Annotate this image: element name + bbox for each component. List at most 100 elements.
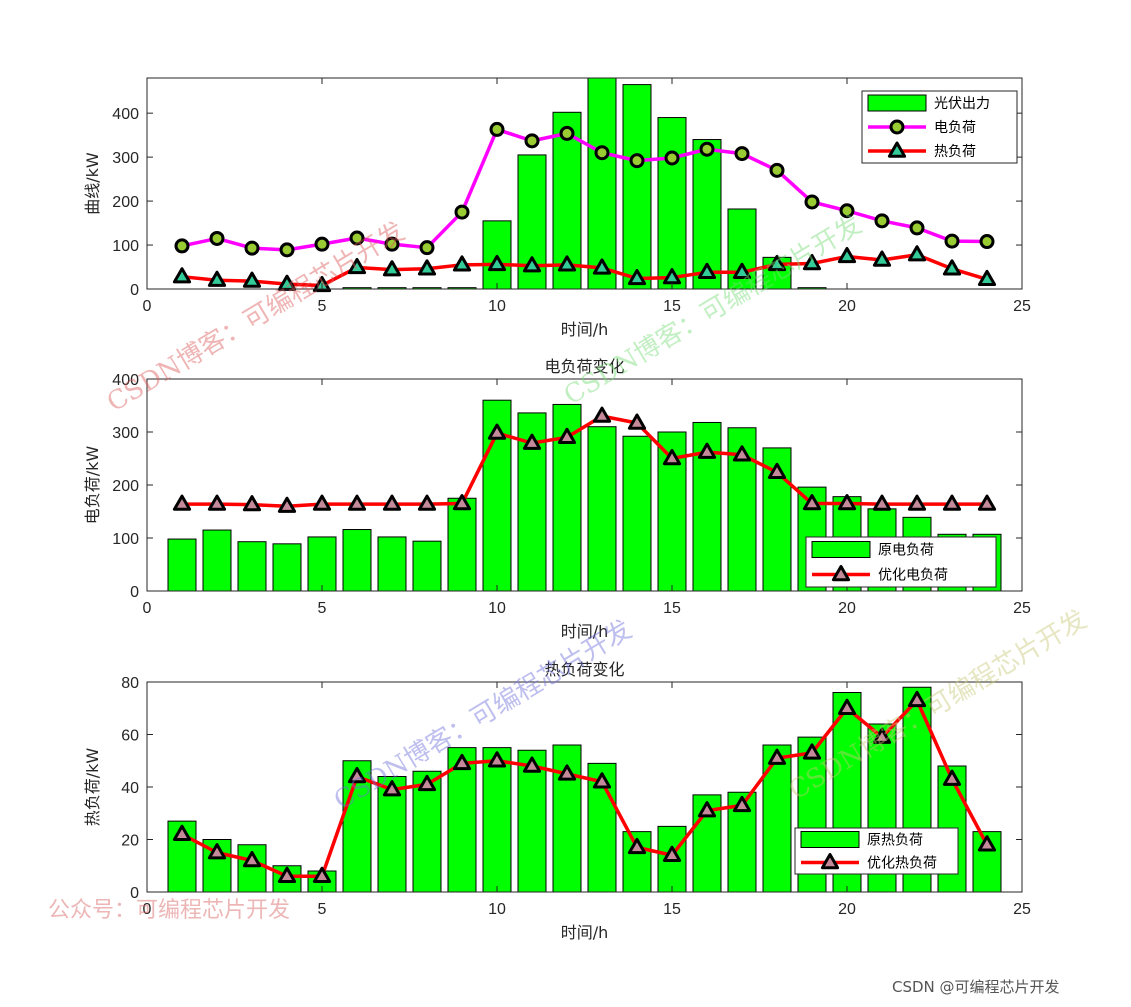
point-1 — [172, 494, 192, 511]
point-9 — [452, 753, 472, 771]
point-19 — [802, 494, 822, 511]
point-14 — [629, 153, 645, 169]
x-tick-label: 5 — [318, 298, 327, 315]
point-13 — [594, 145, 610, 161]
bar-13 — [587, 77, 617, 290]
x-tick-label: 0 — [143, 600, 152, 617]
point-20 — [837, 698, 857, 715]
bar-2 — [202, 529, 232, 592]
legend-label: 优化电负荷 — [878, 568, 948, 584]
x-tick-label: 20 — [838, 600, 856, 617]
x-tick-label: 0 — [143, 901, 152, 918]
legend-marker — [887, 141, 907, 158]
point-7 — [382, 494, 402, 511]
point-20 — [837, 494, 857, 511]
chart-title: 电负荷变化 — [544, 357, 624, 376]
y-tick-label: 100 — [112, 531, 139, 548]
point-12 — [559, 125, 575, 141]
point-5 — [312, 866, 332, 883]
point-22 — [907, 494, 927, 511]
point-24 — [977, 835, 997, 852]
point-18 — [767, 462, 787, 479]
point-18 — [769, 162, 785, 178]
y-tick-label: 400 — [112, 106, 139, 123]
point-10 — [487, 423, 507, 440]
legend-swatch — [867, 94, 927, 112]
x-tick-label: 15 — [663, 600, 681, 617]
axes-frame — [146, 77, 1023, 290]
point-7 — [384, 236, 400, 252]
x-tick-label: 0 — [143, 298, 152, 315]
point-11 — [522, 756, 542, 773]
point-6 — [347, 494, 367, 511]
point-2 — [207, 843, 227, 860]
point-24 — [979, 234, 995, 250]
bar-14 — [622, 84, 652, 290]
point-10 — [487, 254, 507, 272]
point-1 — [172, 267, 192, 284]
point-9 — [452, 494, 472, 511]
bar-5 — [307, 536, 337, 592]
point-14 — [627, 837, 647, 855]
bar-6 — [342, 529, 372, 592]
y-axis-label: 热负荷/kW — [83, 748, 102, 827]
legend-label: 热负荷 — [934, 144, 976, 160]
y-tick-label: 60 — [121, 728, 139, 745]
y-tick-label: 20 — [121, 833, 139, 850]
chart-1: 0 5 10 15 20 25 0 100 200 300 400 时间/h 曲线/kW 光伏出力电负荷热… — [83, 77, 1031, 339]
point-23 — [942, 494, 962, 511]
x-tick-label: 5 — [318, 600, 327, 617]
bar-13 — [587, 426, 617, 592]
legend-item-2: 优化电负荷 — [812, 565, 948, 584]
point-8 — [417, 774, 437, 792]
point-2 — [207, 494, 227, 511]
bar-18 — [762, 744, 792, 893]
y-axis-label: 曲线/kW — [83, 152, 102, 215]
point-19 — [804, 194, 820, 210]
bar-3 — [237, 541, 267, 592]
bar-7 — [377, 536, 407, 592]
point-1 — [174, 238, 190, 254]
point-16 — [697, 801, 717, 818]
point-17 — [732, 795, 752, 813]
x-tick-label: 5 — [318, 901, 327, 918]
point-11 — [524, 133, 540, 149]
bar-9 — [447, 497, 477, 592]
legend-marker — [820, 853, 840, 870]
y-tick-label: 200 — [112, 194, 139, 211]
bar-14 — [622, 435, 652, 592]
point-18 — [767, 254, 787, 272]
y-tick-label: 300 — [112, 425, 139, 442]
point-16 — [699, 141, 715, 157]
point-8 — [417, 259, 437, 276]
bar-15 — [657, 117, 687, 290]
point-7 — [382, 780, 402, 797]
point-11 — [522, 433, 542, 450]
x-tick-label: 25 — [1013, 298, 1031, 315]
legend-item-1: 原电负荷 — [811, 541, 934, 559]
point-23 — [942, 259, 962, 276]
point-17 — [732, 262, 752, 279]
point-13 — [592, 772, 612, 789]
point-10 — [487, 751, 507, 768]
x-tick-label: 15 — [663, 901, 681, 918]
chart-2: 0 5 10 15 20 25 0 100 200 300 400 时间/h 电负荷/kW 电负荷变化原电… — [83, 357, 1031, 641]
point-15 — [664, 150, 680, 166]
point-23 — [944, 233, 960, 249]
x-tick-label: 15 — [663, 298, 681, 315]
point-22 — [907, 690, 927, 708]
point-22 — [909, 220, 925, 236]
y-tick-label: 400 — [112, 372, 139, 389]
legend-label: 原电负荷 — [878, 543, 934, 559]
point-3 — [242, 851, 262, 868]
point-9 — [452, 255, 472, 272]
point-6 — [349, 230, 365, 246]
legend-swatch — [811, 541, 871, 558]
legend-label: 电负荷 — [934, 120, 976, 136]
bar-8 — [412, 540, 442, 592]
legend-marker — [889, 119, 905, 135]
x-tick-label: 10 — [488, 600, 506, 617]
